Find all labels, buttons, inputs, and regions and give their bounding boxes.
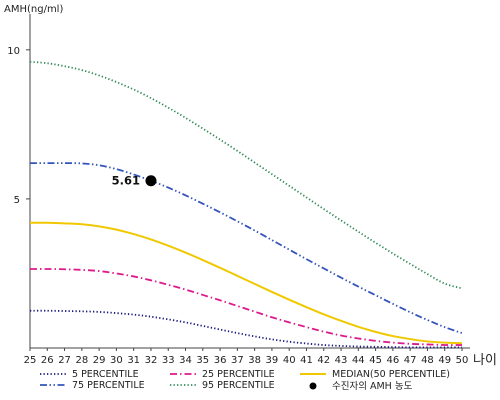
series-line-5-percentile — [29, 309, 462, 349]
axes: 5 10 25 26 27 28 29 30 31 32 33 34 35 36 37 38 39 40 41 42… — [4, 4, 497, 368]
x-tick-label: 42 — [317, 355, 330, 366]
y-axis-title: AMH(ng/ml) — [4, 4, 63, 15]
legend-label-95-percentile: 95 PERCENTILE — [202, 380, 275, 391]
x-tick-label: 31 — [127, 355, 140, 366]
x-tick-label: 41 — [300, 355, 313, 366]
legend-label-25-percentile: 25 PERCENTILE — [202, 369, 275, 380]
legend-label-75-percentile: 75 PERCENTILE — [72, 380, 145, 391]
series-line-95-percentile — [29, 60, 463, 290]
x-tick-label: 35 — [196, 355, 209, 366]
x-tick-label: 36 — [214, 355, 227, 366]
x-tick-label: 32 — [145, 355, 158, 366]
series-line-25-percentile — [29, 268, 463, 346]
x-tick-label: 26 — [41, 355, 54, 366]
x-tick-label: 50 — [456, 355, 469, 366]
x-tick-label: 28 — [75, 355, 88, 366]
y-ticks: 5 10 — [7, 46, 30, 206]
x-tick-label: 40 — [283, 355, 296, 366]
legend-label-patient-marker: 수진자의 AMH 농도 — [332, 381, 413, 392]
patient-amh-value-label: 5.61 — [112, 174, 140, 188]
series-lines — [29, 60, 463, 349]
y-tick-label: 5 — [14, 195, 20, 206]
x-tick-label: 46 — [387, 355, 400, 366]
x-tick-label: 33 — [162, 355, 175, 366]
legend-label-5-percentile: 5 PERCENTILE — [72, 369, 139, 380]
y-tick-label: 10 — [7, 46, 20, 57]
legend-swatch-patient-marker — [309, 382, 317, 390]
x-tick-label: 27 — [58, 355, 71, 366]
x-tick-label: 49 — [438, 355, 451, 366]
x-tick-label: 37 — [231, 355, 244, 366]
legend: 5 PERCENTILE 25 PERCENTILE MEDIAN(50 PERCE… — [40, 369, 450, 392]
x-tick-label: 39 — [266, 355, 279, 366]
x-tick-label: 38 — [248, 355, 261, 366]
marker-group: 5.61 — [112, 174, 157, 188]
x-tick-label: 44 — [352, 355, 365, 366]
x-tick-label: 25 — [24, 355, 37, 366]
x-tick-label: 45 — [369, 355, 382, 366]
x-tick-label: 30 — [110, 355, 123, 366]
x-tick-label: 34 — [179, 355, 192, 366]
series-line-75-percentile — [29, 162, 463, 334]
x-tick-label: 29 — [93, 355, 106, 366]
x-tick-label: 47 — [404, 355, 417, 366]
x-tick-label: 43 — [335, 355, 348, 366]
x-tick-label: 48 — [421, 355, 434, 366]
series-line-median-50-percentile — [29, 221, 463, 345]
patient-amh-marker — [145, 175, 157, 187]
x-axis-title: 나이 — [473, 353, 497, 368]
legend-label-median-50-percentile: MEDIAN(50 PERCENTILE) — [332, 369, 450, 380]
x-ticks: 25 26 27 28 29 30 31 32 33 34 35 36 37 38 39 40 41 42 43 44… — [24, 348, 469, 366]
